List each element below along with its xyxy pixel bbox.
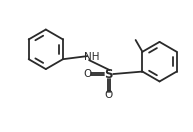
Text: O: O: [105, 90, 113, 100]
Text: S: S: [105, 68, 113, 81]
Text: NH: NH: [84, 52, 99, 62]
Text: O: O: [84, 69, 92, 79]
